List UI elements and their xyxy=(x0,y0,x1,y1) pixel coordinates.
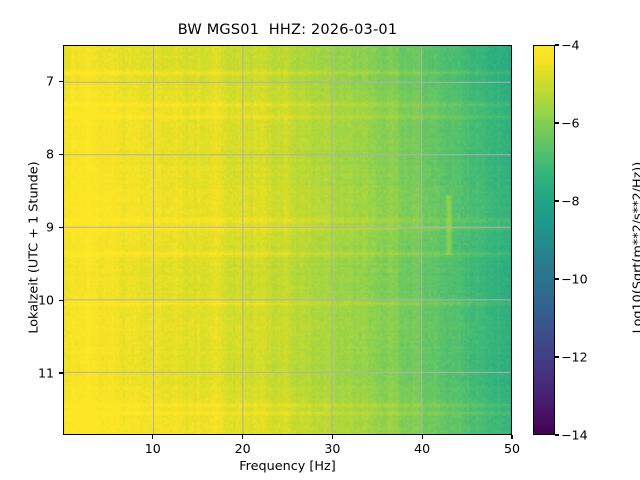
spectrogram-axes xyxy=(63,45,512,435)
x-tick-label: 40 xyxy=(414,441,431,456)
colorbar-tick xyxy=(555,44,559,46)
x-tick xyxy=(242,435,244,439)
spectrogram-image xyxy=(64,46,511,434)
colorbar-tick xyxy=(555,356,559,358)
colorbar-tick-label: −6 xyxy=(561,115,580,131)
colorbar-tick-label: −10 xyxy=(561,271,588,287)
colorbar-label: Log10(Sqrt(m**2/s**2/Hz)) xyxy=(630,161,640,334)
colorbar-tick xyxy=(555,122,559,124)
colorbar-tick-label: −8 xyxy=(561,193,580,209)
x-tick-label: 50 xyxy=(503,441,521,456)
x-tick xyxy=(152,435,154,439)
colorbar-tick xyxy=(555,278,559,280)
y-tick xyxy=(59,299,63,301)
y-tick-label: 9 xyxy=(45,219,54,235)
y-tick-label: 11 xyxy=(37,365,54,381)
colorbar-tick xyxy=(555,200,559,202)
colorbar-tick xyxy=(555,434,559,436)
x-tick-label: 20 xyxy=(234,441,251,456)
colorbar xyxy=(533,45,555,435)
x-tick-label: 30 xyxy=(324,441,341,456)
y-tick xyxy=(59,372,63,374)
colorbar-tick-label: −4 xyxy=(561,37,580,53)
y-tick-label: 8 xyxy=(45,146,54,162)
colorbar-tick-label: −12 xyxy=(561,349,588,365)
page-title: BW MGS01 HHZ: 2026-03-01 xyxy=(177,22,398,38)
y-tick xyxy=(59,153,63,155)
y-tick xyxy=(59,226,63,228)
x-axis-label: Frequency [Hz] xyxy=(239,459,336,474)
x-tick xyxy=(421,435,423,439)
x-tick xyxy=(511,435,513,439)
y-tick xyxy=(59,80,63,82)
colorbar-gradient xyxy=(534,46,554,434)
y-tick-label: 7 xyxy=(45,73,54,89)
y-tick-label: 10 xyxy=(37,292,54,308)
x-tick-label: 10 xyxy=(144,441,161,456)
x-tick xyxy=(331,435,333,439)
y-axis-label: Lokalzeit (UTC + 1 Stunde) xyxy=(26,161,42,334)
colorbar-tick-label: −14 xyxy=(561,427,588,443)
